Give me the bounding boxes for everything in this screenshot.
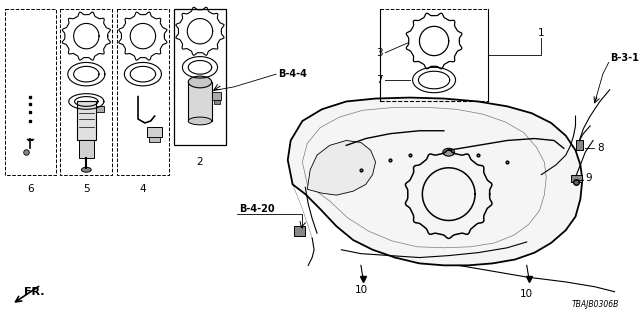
Text: 9: 9	[585, 172, 592, 182]
Text: 4: 4	[140, 184, 146, 194]
Bar	[117, 9, 169, 175]
Ellipse shape	[188, 76, 212, 88]
Text: 5: 5	[83, 184, 90, 194]
Text: B-4-4: B-4-4	[278, 69, 307, 79]
Bar	[79, 140, 94, 158]
Polygon shape	[307, 140, 376, 195]
Bar	[96, 106, 104, 112]
Bar	[214, 100, 220, 104]
Text: 8: 8	[597, 143, 604, 153]
Text: 1: 1	[538, 28, 545, 38]
Ellipse shape	[81, 167, 92, 172]
Text: TBAJB0306B: TBAJB0306B	[572, 300, 620, 309]
Bar	[77, 101, 96, 140]
Ellipse shape	[188, 117, 212, 125]
Text: B-4-20: B-4-20	[239, 204, 275, 214]
Bar	[188, 82, 212, 121]
Text: 3: 3	[376, 48, 382, 58]
Bar	[147, 127, 163, 137]
Bar	[60, 9, 112, 175]
Bar	[5, 9, 56, 175]
Bar	[294, 226, 305, 236]
Bar	[148, 137, 161, 142]
Bar	[173, 9, 227, 145]
Bar	[575, 140, 583, 150]
Ellipse shape	[443, 148, 454, 156]
Bar	[571, 175, 582, 182]
Text: 7: 7	[376, 75, 382, 85]
Text: 2: 2	[196, 157, 204, 167]
Text: FR.: FR.	[24, 287, 44, 297]
Text: 10: 10	[355, 285, 367, 295]
Text: 6: 6	[27, 184, 33, 194]
Text: 10: 10	[520, 289, 533, 299]
Bar	[212, 92, 221, 100]
Text: B-3-1: B-3-1	[610, 52, 639, 63]
Polygon shape	[288, 98, 582, 265]
